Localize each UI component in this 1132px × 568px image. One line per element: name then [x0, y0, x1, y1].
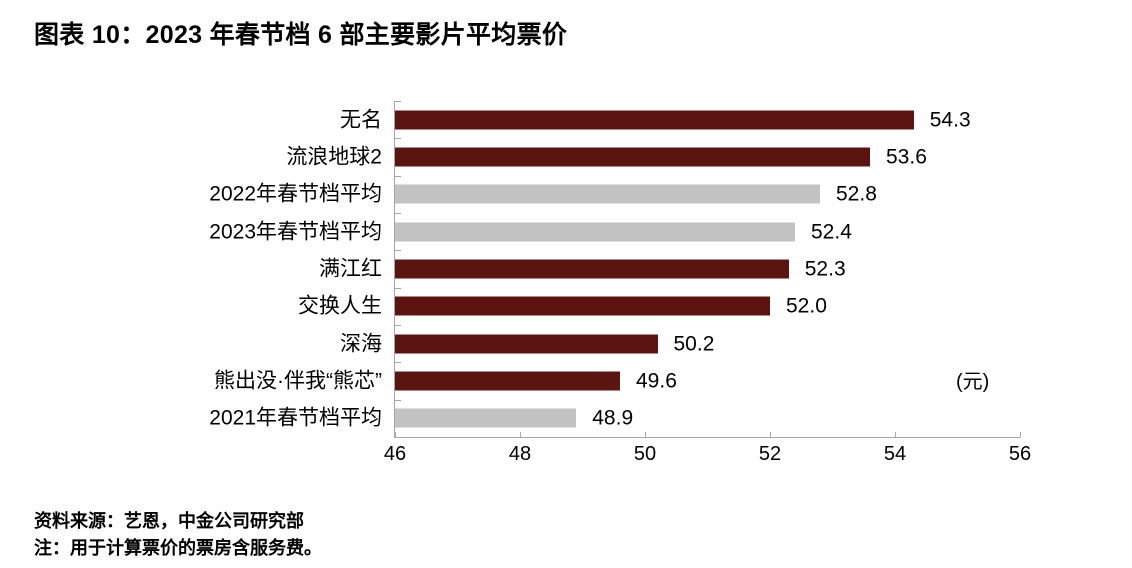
bar	[395, 296, 770, 316]
plot-area: 46 48 50 52 54 56 无名 54.3 流浪地球2 53.6 2022年春节档平均 52…	[209, 101, 1031, 465]
category-label: 流浪地球2	[286, 145, 382, 169]
bar-row: 满江红 52.3	[319, 250, 1020, 287]
x-tick-mark	[1020, 432, 1021, 437]
bar	[395, 222, 795, 242]
category-label: 2023年春节档平均	[209, 220, 382, 244]
value-label: 54.3	[929, 108, 971, 132]
bar	[395, 408, 577, 428]
bar-row: 2021年春节档平均 48.9	[209, 400, 1020, 437]
category-label: 无名	[340, 108, 382, 132]
bar-row: 深海 50.2	[340, 325, 1020, 362]
footnote: 注：用于计算票价的票房含服务费。	[34, 538, 322, 558]
chart-title: 图表 10：2023 年春节档 6 部主要影片平均票价	[34, 21, 568, 49]
bar	[395, 110, 914, 130]
y-tick-mark	[395, 362, 401, 364]
value-label: 52.8	[836, 182, 877, 206]
x-axis-tick-label: 50	[633, 443, 657, 465]
x-axis-tick-label: 54	[883, 443, 907, 465]
y-tick-mark	[395, 325, 401, 326]
source-note: 资料来源：艺恩，中金公司研究部	[34, 511, 304, 531]
value-label: 50.2	[673, 332, 715, 356]
value-label: 52.3	[804, 257, 846, 281]
bar	[395, 147, 870, 167]
value-label: 53.6	[886, 145, 927, 169]
y-tick-mark	[395, 213, 401, 214]
value-label: 48.9	[592, 406, 634, 430]
y-tick-mark	[395, 399, 401, 401]
bar	[395, 259, 789, 279]
x-axis-tick-label: 48	[508, 443, 532, 465]
x-axis-tick-label: 52	[758, 443, 782, 465]
y-tick-mark	[395, 250, 401, 252]
y-tick-mark	[395, 175, 401, 177]
bar-row: 交换人生 52.0	[298, 288, 1020, 325]
bar-row: 2023年春节档平均 52.4	[209, 213, 1020, 250]
bar-row: 熊出没·伴我“熊芯” 49.6	[214, 362, 1020, 399]
category-label: 2022年春节档平均	[209, 182, 382, 206]
x-tick-mark	[895, 432, 896, 437]
x-tick-mark	[395, 432, 396, 437]
bar	[395, 184, 820, 204]
value-label: 52.0	[786, 294, 827, 318]
bar-row: 流浪地球2 53.6	[286, 138, 1020, 175]
bar-row: 2022年春节档平均 52.8	[209, 176, 1020, 213]
bar	[395, 334, 658, 354]
x-tick-mark	[520, 432, 521, 437]
category-label: 2021年春节档平均	[209, 406, 382, 430]
category-label: 深海	[340, 332, 382, 356]
x-axis-tick-label: 56	[1008, 443, 1032, 465]
x-axis-labels: 46 48 50 52 54 56	[384, 437, 1031, 467]
category-label: 交换人生	[298, 294, 382, 318]
x-axis-tick-label: 46	[383, 443, 407, 465]
y-tick-mark	[395, 287, 401, 289]
x-tick-mark	[770, 432, 771, 437]
category-label: 满江红	[319, 257, 382, 281]
bar-row: 无名 54.3	[340, 101, 1020, 138]
value-label: 49.6	[636, 369, 677, 393]
y-tick-mark	[395, 101, 401, 102]
value-label: 52.4	[811, 220, 852, 244]
y-tick-mark	[395, 138, 401, 140]
x-tick-mark	[645, 432, 646, 437]
unit-label: (元)	[956, 371, 990, 393]
category-label: 熊出没·伴我“熊芯”	[214, 369, 382, 393]
bar	[395, 371, 620, 391]
